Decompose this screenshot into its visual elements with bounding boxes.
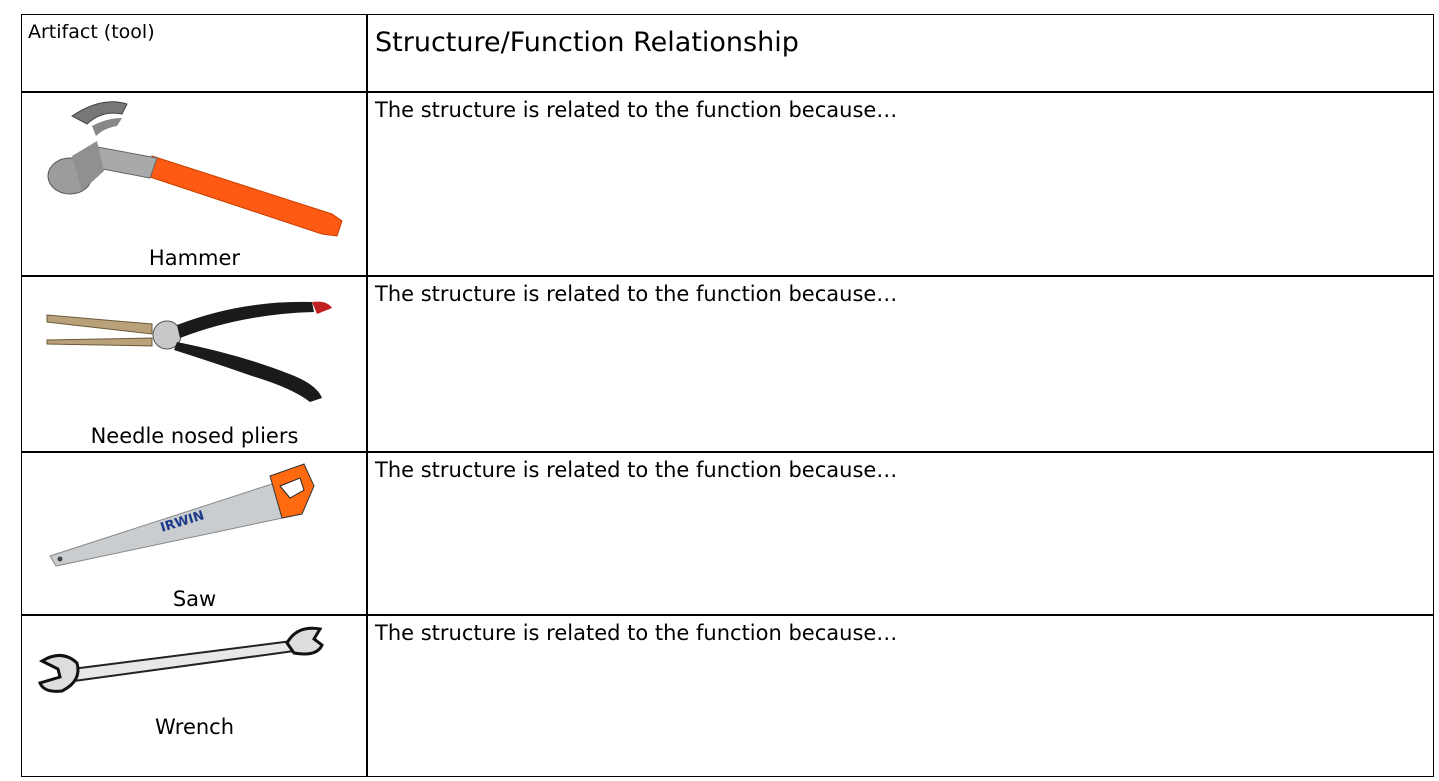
tool-label: Hammer <box>148 246 241 270</box>
wrench-image <box>37 626 324 693</box>
tool-label: Needle nosed pliers <box>90 424 299 448</box>
answer-cell: The structure is related to the function… <box>366 451 1434 616</box>
prompt-text: The structure is related to the function… <box>375 282 898 306</box>
tool-cell: Needle nosed pliers <box>21 275 368 453</box>
tool-label: Wrench <box>154 715 235 739</box>
prompt-text: The structure is related to the function… <box>375 98 898 122</box>
answer-cell: The structure is related to the function… <box>366 91 1434 277</box>
header-cell: Structure/Function Relationship <box>366 14 1434 93</box>
header-text: Structure/Function Relationship <box>375 27 799 58</box>
tool-label: Saw <box>172 587 217 611</box>
header-text: Artifact (tool) <box>28 21 155 43</box>
prompt-text: The structure is related to the function… <box>375 458 898 482</box>
hammer-image <box>47 101 343 237</box>
answer-cell: The structure is related to the function… <box>366 275 1434 453</box>
tool-cell: IRWIN Saw <box>21 451 368 616</box>
tool-cell: Wrench <box>21 614 368 777</box>
prompt-text: The structure is related to the function… <box>375 621 898 645</box>
tool-cell: Hammer <box>21 91 368 277</box>
answer-cell: The structure is related to the function… <box>366 614 1434 777</box>
saw-image: IRWIN <box>49 463 315 567</box>
header-cell: Artifact (tool) <box>21 14 368 93</box>
pliers-image <box>46 301 332 402</box>
